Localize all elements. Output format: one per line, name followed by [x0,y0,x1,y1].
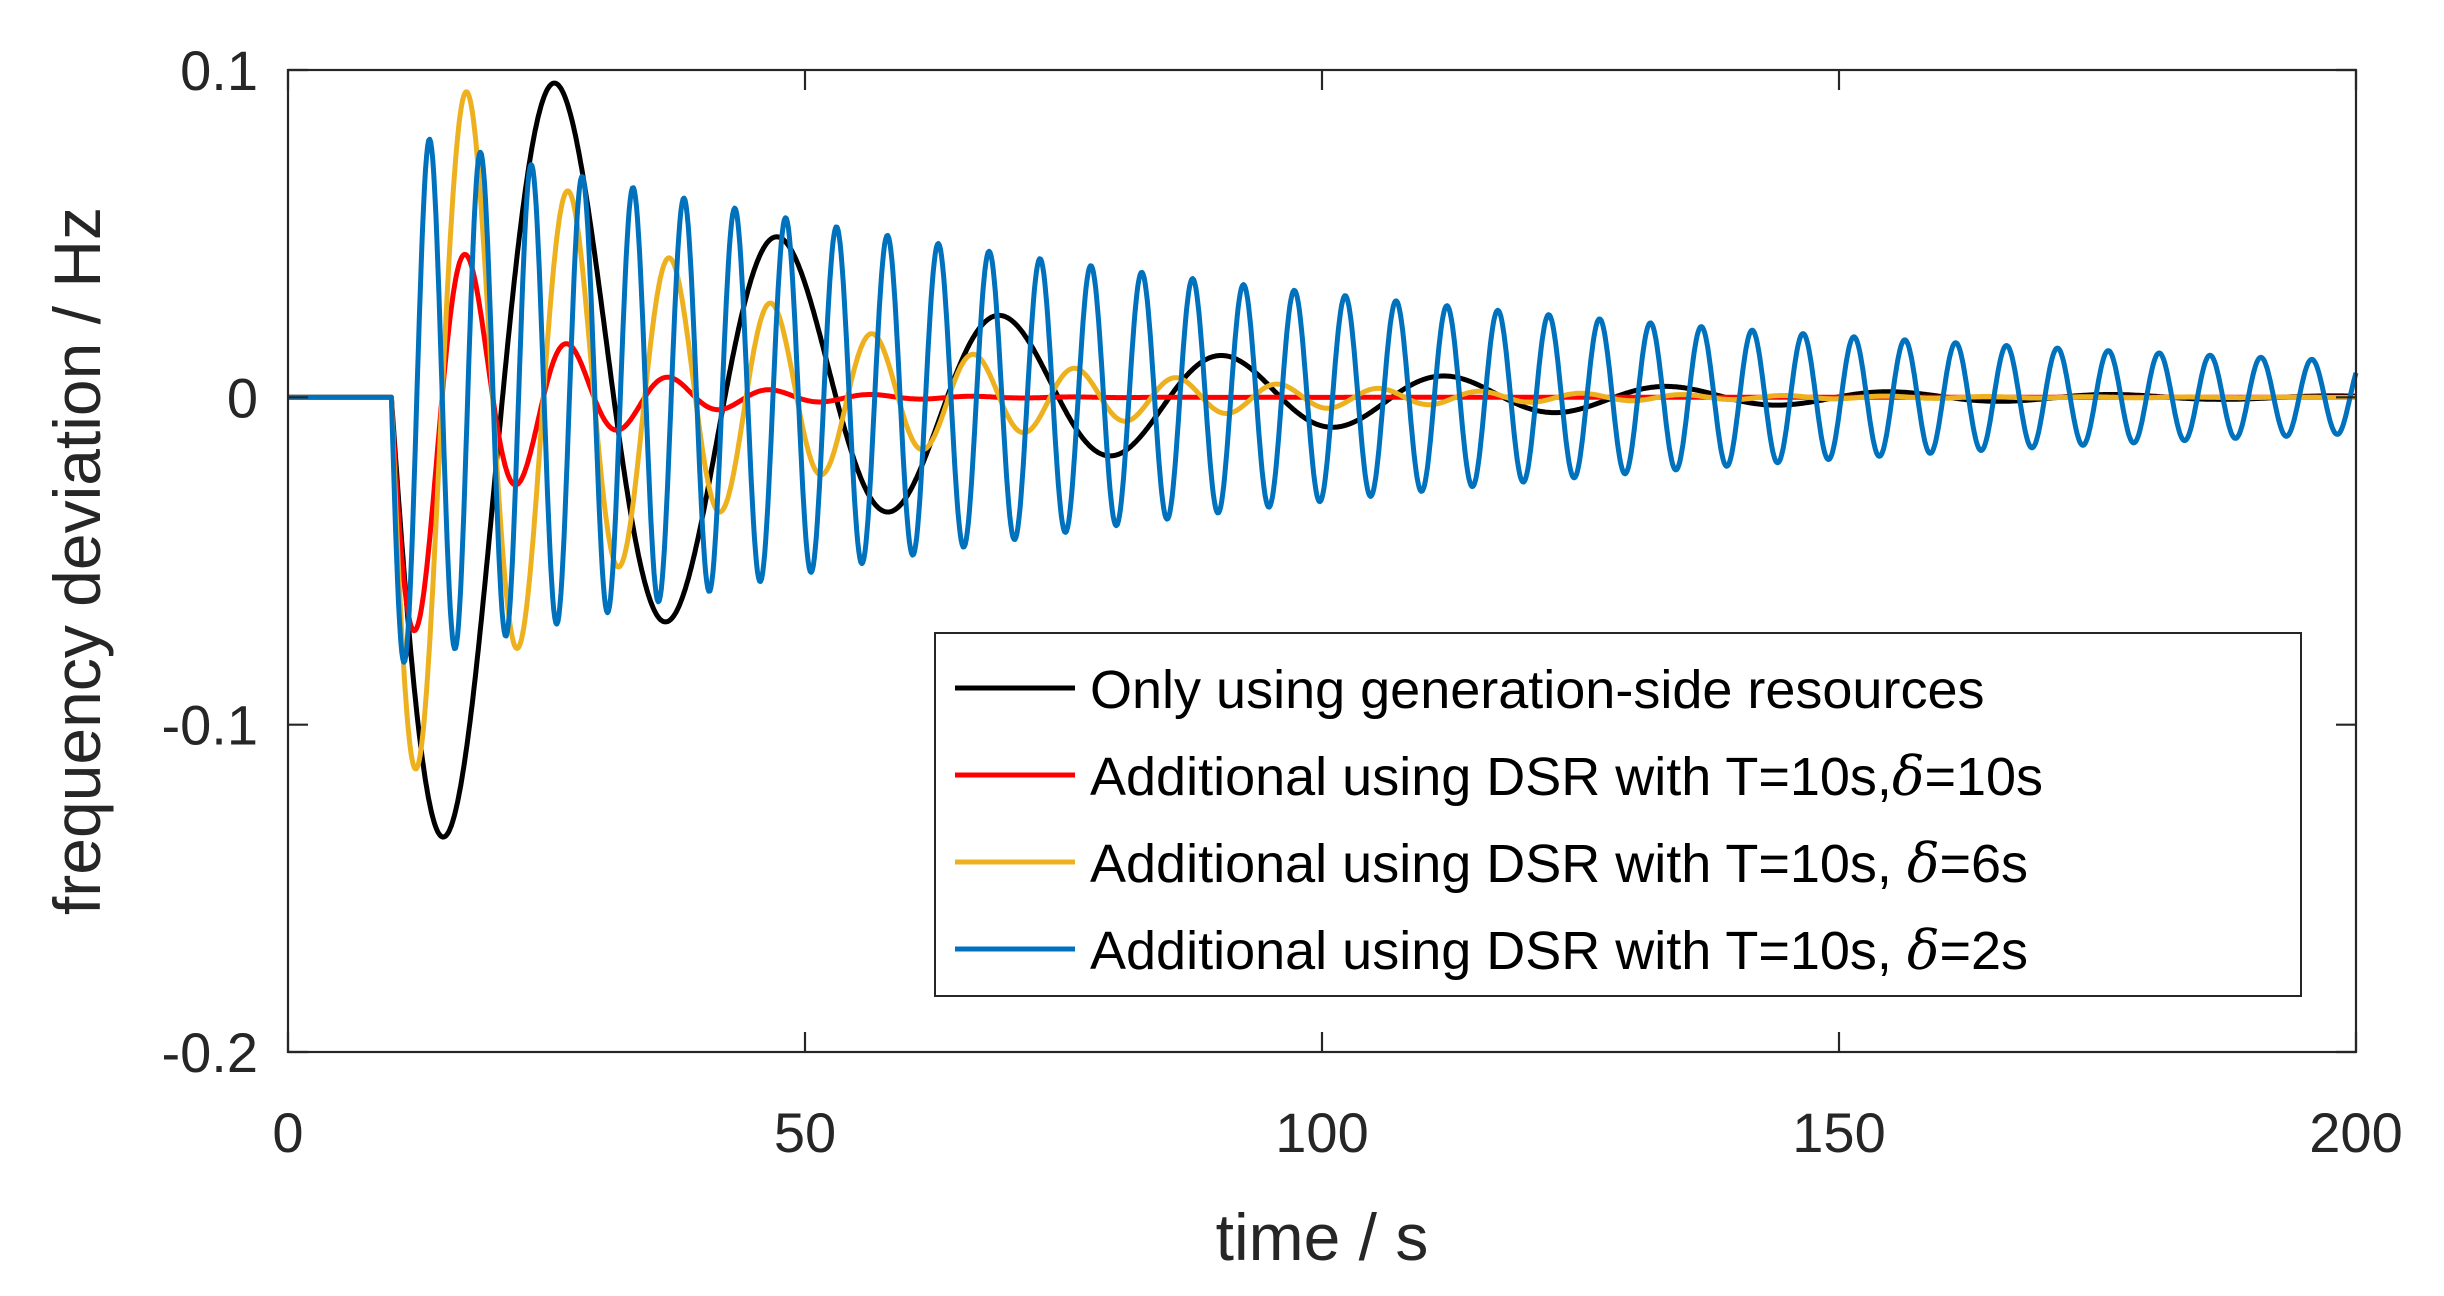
legend-label-dsr-delta-2-value: =2s [1939,921,2028,981]
tick-layer: 0 50 100 150 200 -0.2 -0.1 0 0.1 [162,39,2403,1164]
series-line-2 [286,89,2358,772]
legend-box [934,632,2302,997]
legend-label-dsr-delta-6-value: =6s [1939,834,2028,894]
legend-delta-symbol: δ [1892,745,1925,808]
legend-delta-symbol: δ [1907,919,1940,982]
y-tick-label: -0.1 [162,694,259,757]
legend-label-generation-only: Only using generation-side resources [1090,660,1984,720]
x-tick-label: 0 [272,1101,303,1164]
x-tick-label: 200 [2309,1101,2402,1164]
legend-label-dsr-delta-10: Additional using DSR with T=10s,δ=10s [1090,745,2043,808]
legend-label-dsr-delta-6-text: Additional using DSR with T=10s, [1090,834,1907,894]
series-line-3 [286,136,2359,665]
legend-label-dsr-delta-10-value: =10s [1924,747,2043,807]
legend-label-dsr-delta-2: Additional using DSR with T=10s, δ=2s [1090,919,2028,982]
x-tick-label: 100 [1275,1101,1368,1164]
y-tick-label: 0.1 [180,39,258,102]
legend-label-dsr-delta-2-text: Additional using DSR with T=10s, [1090,921,1907,981]
y-axis-label: frequency deviation / Hz [40,207,114,915]
x-tick-label: 150 [1792,1101,1885,1164]
x-axis-label: time / s [1216,1200,1429,1274]
legend: Only using generation-side resources Add… [934,632,2302,997]
y-tick-label: -0.2 [162,1021,259,1084]
x-tick-label: 50 [774,1101,836,1164]
series-layer [286,80,2359,840]
y-tick-label: 0 [227,366,258,429]
legend-delta-symbol: δ [1907,832,1940,895]
legend-label-dsr-delta-6: Additional using DSR with T=10s, δ=6s [1090,832,2028,895]
legend-label-dsr-delta-10-text: Additional using DSR with T=10s, [1090,747,1892,807]
